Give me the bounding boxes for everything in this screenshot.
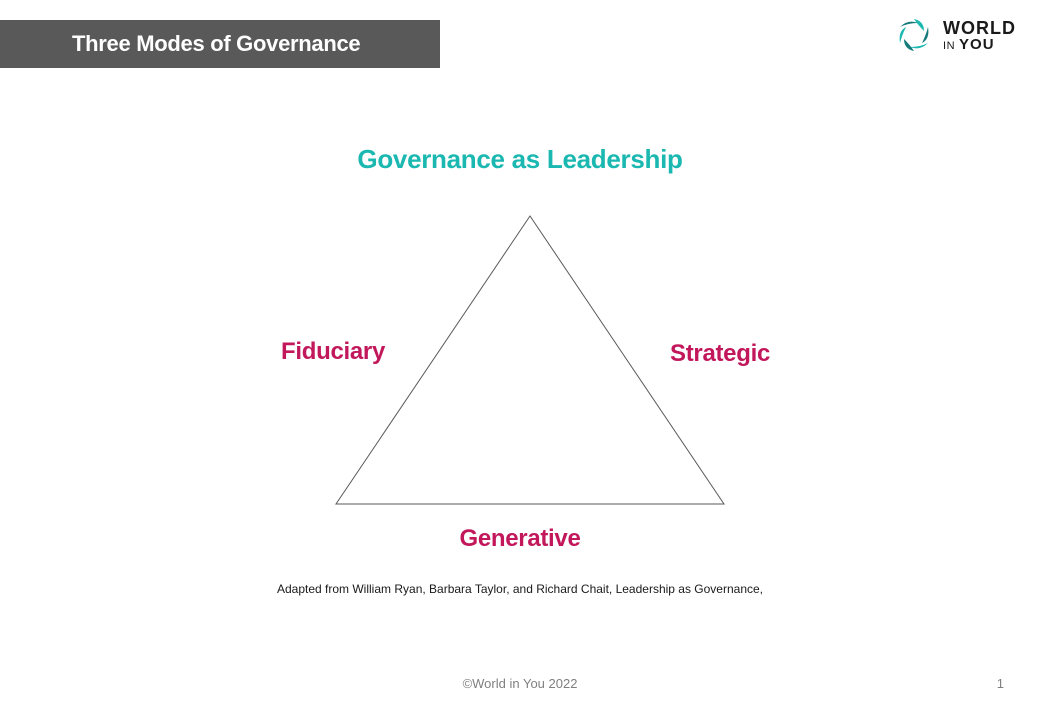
logo-line2: INYOU [943,37,1016,52]
logo-line1: WORLD [943,19,1016,37]
brand-logo: WORLD INYOU [893,14,1016,56]
label-generative: Generative [0,525,1040,553]
slide-title: Three Modes of Governance [72,31,360,57]
label-fiduciary: Fiduciary [235,338,385,366]
page-number: 1 [997,676,1004,691]
label-strategic: Strategic [670,340,770,368]
diagram-area: Governance as Leadership Fiduciary Strat… [0,120,1040,640]
attribution-text: Adapted from William Ryan, Barbara Taylo… [0,582,1040,596]
swirl-icon [893,14,935,56]
title-bar: Three Modes of Governance [0,20,440,68]
diagram-heading: Governance as Leadership [0,144,1040,175]
copyright-text: ©World in You 2022 [0,676,1040,691]
footer: ©World in You 2022 1 [0,676,1040,696]
logo-text: WORLD INYOU [943,19,1016,52]
